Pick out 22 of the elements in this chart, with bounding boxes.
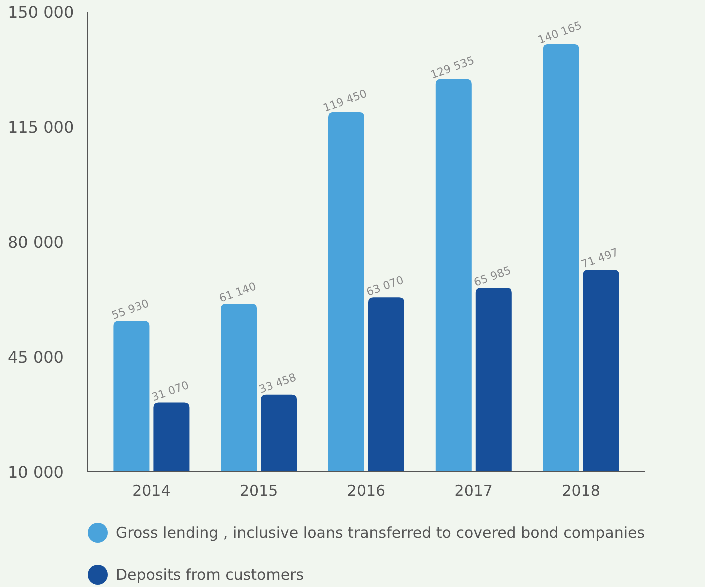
data-label: 140 165	[536, 19, 584, 47]
data-label: 31 070	[150, 378, 191, 404]
x-tick-label: 2014	[132, 482, 171, 500]
x-tick-label: 2016	[347, 482, 386, 500]
y-tick-label: 115 000	[8, 118, 74, 137]
y-tick-label: 10 000	[8, 463, 64, 482]
data-label: 129 535	[429, 54, 476, 82]
data-label: 61 140	[218, 280, 258, 306]
data-label: 71 497	[580, 246, 620, 272]
legend-label: Deposits from customers	[116, 566, 304, 584]
data-label: 63 070	[364, 274, 406, 300]
legend-label: Gross lending , inclusive loans transferred to covered bond companies	[116, 524, 646, 542]
data-label: 119 450	[322, 87, 369, 115]
x-tick-label: 2015	[240, 482, 278, 500]
data-label: 33 458	[258, 370, 298, 396]
y-tick-label: 45 000	[8, 348, 64, 367]
data-label: 55 930	[110, 297, 151, 322]
x-tick-label: 2017	[454, 482, 493, 500]
y-tick-label: 150 000	[8, 3, 74, 22]
data-label: 65 985	[472, 264, 514, 290]
x-tick-label: 2018	[562, 482, 600, 500]
y-tick-label: 80 000	[8, 233, 64, 252]
